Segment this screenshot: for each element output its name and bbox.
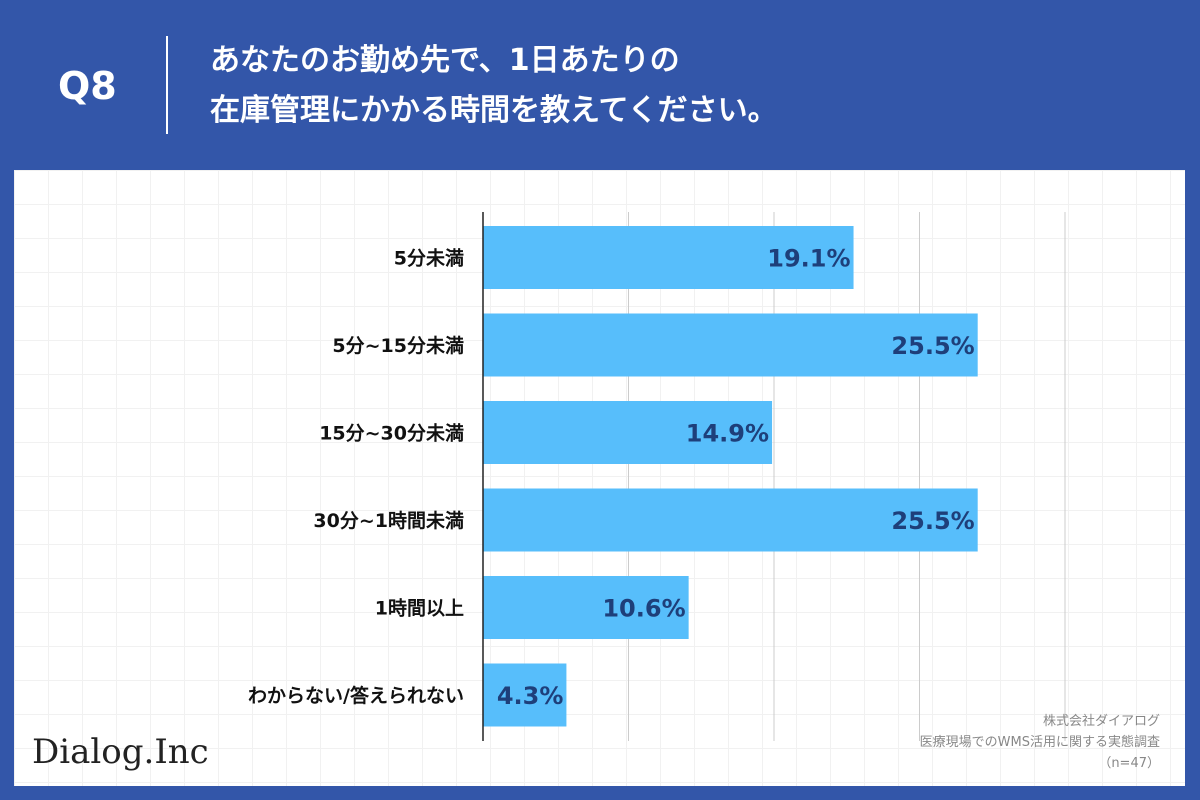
company-logo: Dialog.Inc [32,732,209,772]
question-title-line-2: 在庫管理にかかる時間を教えてください。 [210,93,778,128]
category-label: 30分~1時間未満 [313,509,464,532]
bar [483,401,773,464]
source-note: 株式会社ダイアログ 医療現場でのWMS活用に関する実態調査 （n=47） [840,711,1160,774]
source-sample-size: （n=47） [1098,756,1160,771]
question-title: あなたのお勤め先で、1日あたりの 在庫管理にかかる時間を教えてください。 [210,36,1170,136]
question-number: Q8 [58,64,117,108]
bar [483,226,854,289]
bar-value-label: 25.5% [891,507,974,535]
header: Q8 あなたのお勤め先で、1日あたりの 在庫管理にかかる時間を教えてください。 [0,0,1200,170]
bar-value-label: 10.6% [602,595,685,623]
bar-value-label: 25.5% [891,332,974,360]
bar-value-label: 4.3% [497,682,564,710]
bar [483,313,978,377]
bar-value-label: 19.1% [767,245,850,273]
category-label: 15分~30分未満 [319,422,464,445]
category-label: 1時間以上 [375,598,464,620]
bar [483,663,567,727]
bar [483,576,689,639]
source-company: 株式会社ダイアログ [1042,714,1160,729]
question-title-line-1: あなたのお勤め先で、1日あたりの [210,43,680,78]
source-survey: 医療現場でのWMS活用に関する実態調査 [919,735,1160,750]
bar-value-label: 14.9% [686,420,769,448]
category-label: わからない/答えられない [248,684,464,707]
category-label: 5分~15分未満 [332,334,464,357]
header-divider [166,36,168,134]
bar [483,488,978,552]
category-label: 5分未満 [394,247,464,270]
